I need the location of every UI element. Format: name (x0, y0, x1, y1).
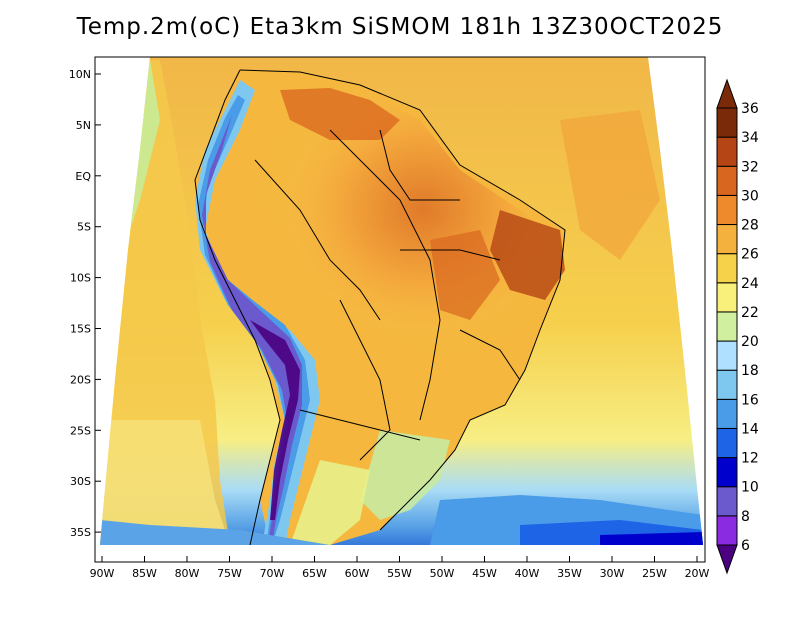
temperature-field (100, 57, 703, 545)
lat-tick-label: 5N (76, 119, 91, 132)
lon-tick-label: 35W (557, 567, 582, 580)
colorbar-swatch (716, 398, 738, 429)
lon-tick-label: 55W (387, 567, 412, 580)
colorbar-label: 6 (741, 538, 750, 554)
lon-tick-label: 80W (175, 567, 200, 580)
colorbar-swatch (716, 457, 738, 488)
lat-tick-label: 30S (70, 475, 91, 488)
colorbar: 6 8 10 12 14 16 18 20 22 24 26 28 30 32 34 36 (716, 78, 759, 575)
colorbar-label: 22 (741, 305, 759, 321)
lat-tick-label: 35S (70, 526, 91, 539)
lon-tick-label: 20W (685, 567, 710, 580)
colorbar-swatch (716, 369, 738, 400)
colorbar-label: 24 (741, 276, 759, 292)
colorbar-label: 8 (741, 509, 750, 525)
colorbar-max-arrow (716, 78, 738, 109)
colorbar-label: 20 (741, 334, 759, 350)
lon-tick-label: 40W (515, 567, 540, 580)
colorbar-label: 14 (741, 421, 759, 437)
colorbar-swatch (716, 194, 738, 226)
colorbar-label: 16 (741, 392, 759, 408)
lon-tick-label: 70W (260, 567, 285, 580)
lat-tick-label: 5S (77, 221, 91, 234)
lat-tick-label: EQ (75, 170, 91, 183)
colorbar-label: 32 (741, 159, 759, 175)
colorbar-label: 26 (741, 247, 759, 263)
lon-tick-label: 90W (90, 567, 115, 580)
latitude-axis: 10N 5N EQ 5S 10S 15S 20S 25S 30S 35S (69, 68, 101, 539)
lon-tick-label: 85W (132, 567, 157, 580)
colorbar-label: 12 (741, 451, 759, 467)
lon-tick-label: 75W (217, 567, 242, 580)
lon-tick-label: 65W (302, 567, 327, 580)
colorbar-swatch (716, 136, 738, 167)
lat-tick-label: 25S (70, 424, 91, 437)
colorbar-label: 36 (741, 101, 759, 117)
lat-tick-label: 15S (70, 323, 91, 336)
lat-tick-label: 10N (69, 68, 91, 81)
colorbar-label: 34 (741, 130, 759, 146)
lat-tick-label: 10S (70, 272, 91, 285)
colorbar-label: 30 (741, 188, 759, 204)
map-title: Temp.2m(oC) Eta3km SiSMOM 181h 13Z30OCT2… (76, 14, 724, 40)
country-borders (194, 69, 566, 546)
colorbar-swatch (716, 340, 738, 371)
colorbar-swatch (716, 165, 738, 196)
lon-tick-label: 60W (345, 567, 370, 580)
lon-tick-label: 45W (472, 567, 497, 580)
colorbar-swatch (716, 224, 738, 255)
colorbar-label: 10 (741, 480, 759, 496)
colorbar-label: 18 (741, 363, 759, 379)
colorbar-label: 28 (741, 218, 759, 234)
colorbar-swatch (716, 311, 738, 342)
lon-tick-label: 50W (430, 567, 455, 580)
longitude-axis: 90W 85W 80W 75W 70W 65W 60W 55W 50W 45W 40W 35W 30W 2… (90, 556, 710, 580)
colorbar-swatch (716, 486, 738, 517)
lon-tick-label: 25W (642, 567, 667, 580)
colorbar-swatch (716, 427, 738, 459)
colorbar-min-arrow (716, 544, 738, 575)
lat-tick-label: 20S (70, 373, 91, 386)
lon-tick-label: 30W (600, 567, 625, 580)
colorbar-swatch (716, 515, 738, 546)
colorbar-swatch (716, 107, 738, 138)
colorbar-swatch (716, 282, 738, 313)
colorbar-swatch (716, 253, 738, 284)
